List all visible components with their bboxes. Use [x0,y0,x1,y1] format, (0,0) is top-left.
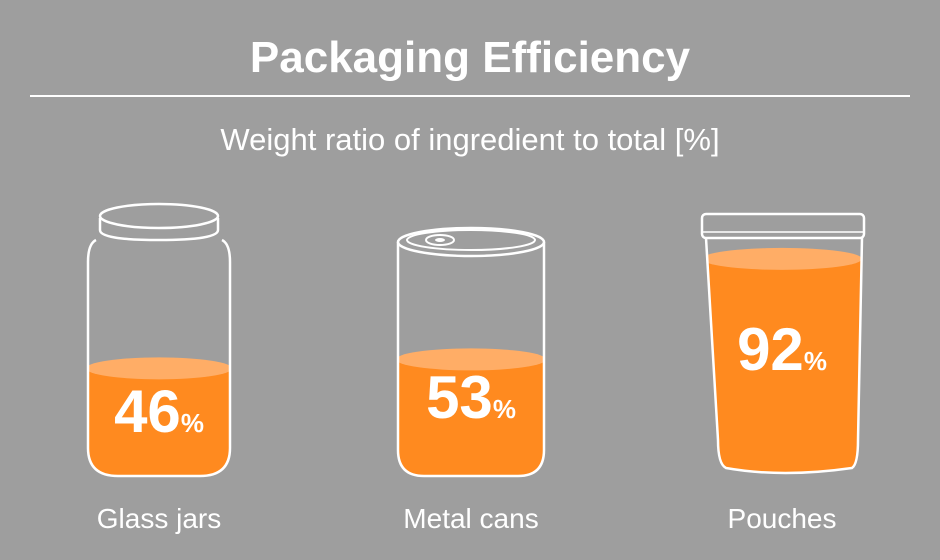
bar-fill-surface [398,348,544,371]
glass-jar-icon [86,202,232,478]
value-label: 92% [737,316,827,383]
bar-fill-surface [706,247,862,270]
value-label: 53% [426,364,516,431]
bar-fill-surface [88,357,230,380]
chart-subtitle: Weight ratio of ingredient to total [%] [220,122,719,157]
bar-fill [88,368,230,476]
pouch-icon [700,212,866,475]
chart-title: Packaging Efficiency [250,33,691,82]
category-label: Pouches [728,503,837,534]
metal-can-icon [396,226,546,478]
category-label: Glass jars [97,503,221,534]
bar-fill [706,258,862,473]
bar-fill [398,359,544,476]
category-label: Metal cans [403,503,538,534]
value-label: 46% [114,378,204,445]
